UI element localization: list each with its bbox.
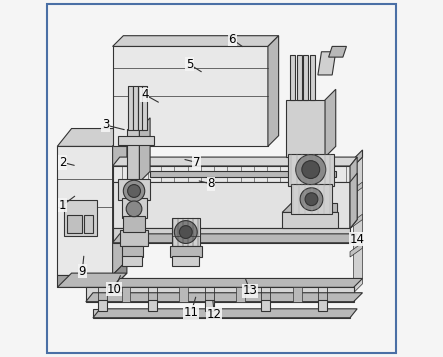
Bar: [67, 215, 82, 233]
Polygon shape: [121, 246, 143, 257]
Polygon shape: [303, 55, 308, 100]
Polygon shape: [113, 182, 350, 228]
Polygon shape: [318, 52, 336, 75]
Text: 4: 4: [141, 88, 148, 101]
Polygon shape: [113, 287, 354, 295]
Polygon shape: [127, 129, 140, 182]
Polygon shape: [113, 46, 268, 146]
Polygon shape: [140, 118, 150, 182]
Circle shape: [305, 193, 318, 206]
Bar: [84, 215, 93, 233]
Polygon shape: [113, 278, 362, 287]
Text: 6: 6: [229, 33, 236, 46]
Polygon shape: [329, 46, 346, 57]
Polygon shape: [113, 234, 357, 243]
Polygon shape: [291, 55, 295, 100]
Circle shape: [300, 188, 323, 211]
Polygon shape: [121, 198, 147, 218]
Polygon shape: [286, 100, 325, 157]
Polygon shape: [350, 173, 357, 228]
Polygon shape: [121, 287, 131, 302]
Text: 7: 7: [193, 156, 200, 169]
Text: 8: 8: [207, 177, 214, 190]
Text: 12: 12: [207, 308, 222, 321]
Polygon shape: [293, 287, 302, 302]
Circle shape: [296, 155, 326, 185]
Polygon shape: [57, 273, 127, 287]
Polygon shape: [118, 178, 150, 200]
Polygon shape: [282, 203, 338, 212]
Polygon shape: [57, 129, 127, 146]
Polygon shape: [113, 228, 350, 243]
Text: 13: 13: [243, 285, 257, 297]
Polygon shape: [93, 309, 350, 318]
Polygon shape: [148, 300, 157, 311]
Polygon shape: [118, 136, 154, 145]
Polygon shape: [236, 287, 245, 302]
Circle shape: [179, 226, 192, 238]
Polygon shape: [268, 36, 279, 146]
Text: 2: 2: [59, 156, 66, 169]
Polygon shape: [150, 171, 336, 177]
Polygon shape: [310, 55, 315, 100]
Polygon shape: [282, 212, 338, 228]
Polygon shape: [172, 256, 199, 266]
Polygon shape: [325, 89, 336, 157]
Polygon shape: [318, 300, 327, 311]
Polygon shape: [170, 246, 202, 257]
Text: 10: 10: [107, 283, 122, 296]
Polygon shape: [113, 157, 357, 166]
Polygon shape: [261, 300, 270, 311]
Polygon shape: [93, 309, 357, 318]
Polygon shape: [179, 287, 187, 302]
Text: 3: 3: [102, 119, 109, 131]
Polygon shape: [297, 55, 302, 100]
Text: 9: 9: [78, 265, 86, 278]
Polygon shape: [350, 214, 362, 228]
Polygon shape: [171, 218, 200, 246]
Text: 14: 14: [350, 233, 365, 246]
Polygon shape: [206, 300, 214, 311]
Circle shape: [175, 221, 197, 243]
Polygon shape: [138, 86, 143, 130]
Polygon shape: [113, 261, 127, 287]
Polygon shape: [288, 154, 334, 186]
Polygon shape: [120, 230, 148, 246]
Polygon shape: [350, 243, 362, 257]
Polygon shape: [350, 182, 362, 196]
Polygon shape: [86, 287, 354, 302]
Circle shape: [123, 180, 145, 202]
Circle shape: [128, 185, 140, 197]
Text: 1: 1: [59, 199, 66, 212]
Polygon shape: [350, 157, 357, 228]
Text: 11: 11: [184, 306, 198, 319]
Polygon shape: [354, 150, 362, 166]
Circle shape: [126, 201, 142, 217]
Polygon shape: [113, 129, 127, 275]
Polygon shape: [132, 86, 138, 130]
Polygon shape: [354, 157, 362, 293]
Polygon shape: [128, 86, 133, 130]
Polygon shape: [142, 86, 147, 130]
Polygon shape: [57, 146, 113, 275]
Polygon shape: [291, 184, 332, 214]
Bar: [64, 200, 97, 236]
Text: 5: 5: [186, 58, 193, 71]
Polygon shape: [86, 293, 362, 302]
Polygon shape: [122, 256, 142, 266]
Polygon shape: [113, 166, 350, 182]
Polygon shape: [123, 216, 145, 232]
Polygon shape: [113, 36, 279, 46]
Circle shape: [302, 161, 320, 178]
Polygon shape: [98, 300, 107, 311]
Polygon shape: [57, 275, 113, 287]
